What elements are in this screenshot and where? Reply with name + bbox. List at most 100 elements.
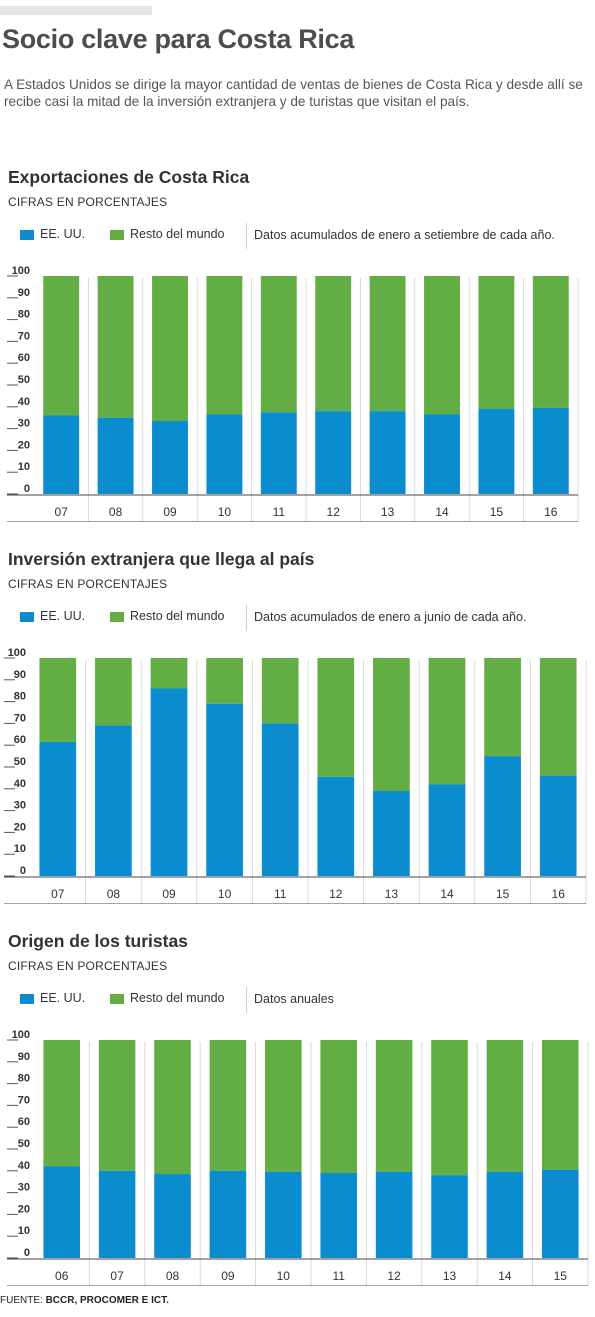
y-tick-label: 70 <box>14 712 26 724</box>
y-tick-label: 10 <box>18 461 30 473</box>
legend-swatch-usa <box>20 611 34 622</box>
bar-rest-14 <box>486 1040 524 1172</box>
y-tick-label: 60 <box>18 352 30 364</box>
bar-usa-08 <box>154 1174 191 1258</box>
legend-item-rest: Resto del mundo <box>110 991 225 1005</box>
bar-rest-16 <box>539 658 577 776</box>
section-inversion: Inversión extranjera que llega al país C… <box>0 549 595 639</box>
legend-swatch-usa <box>20 993 34 1004</box>
bar-usa-10 <box>265 1171 302 1258</box>
section-subtitle: CIFRAS EN PORCENTAJES <box>8 577 168 591</box>
bar-rest-12 <box>375 1040 413 1172</box>
x-tick-label: 06 <box>55 1269 69 1283</box>
bar-usa-14 <box>486 1171 524 1258</box>
y-tick-label: 30 <box>14 800 26 812</box>
bar-usa-13 <box>373 790 410 876</box>
legend-item-usa: EE. UU. <box>20 991 85 1005</box>
section-turistas: Origen de los turistas CIFRAS EN PORCENT… <box>0 931 595 1021</box>
bar-usa-11 <box>320 1172 357 1258</box>
bar-rest-06 <box>43 1040 80 1167</box>
bar-rest-07 <box>43 276 80 416</box>
bar-usa-08 <box>97 417 134 494</box>
legend-swatch-rest <box>110 611 124 622</box>
bar-rest-10 <box>206 658 243 704</box>
y-tick-label: 90 <box>14 669 26 681</box>
y-tick-label: 30 <box>18 1182 30 1194</box>
legend-label-usa: EE. UU. <box>40 991 86 1005</box>
intro-text: A Estados Unidos se dirige la mayor cant… <box>4 77 583 109</box>
y-tick-label: 60 <box>18 1116 30 1128</box>
y-tick-label: 100 <box>8 647 26 659</box>
source-note: FUENTE: BCCR, PROCOMER E ICT. <box>0 1295 169 1306</box>
top-decor-bar <box>0 6 152 15</box>
y-tick-label: 50 <box>18 374 30 386</box>
bar-usa-13 <box>431 1175 468 1258</box>
bar-usa-13 <box>369 411 406 494</box>
bar-usa-12 <box>317 776 355 876</box>
bar-usa-09 <box>150 688 188 876</box>
bar-usa-16 <box>539 775 577 876</box>
section-subtitle: CIFRAS EN PORCENTAJES <box>8 195 168 209</box>
x-tick-label: 16 <box>544 505 558 519</box>
y-tick-label: 90 <box>18 287 30 299</box>
bar-rest-07 <box>98 1040 136 1171</box>
bar-usa-11 <box>260 412 297 494</box>
chart-inversion: 0 10 20 30 40 50 60 70 80 90 100 07 08 09 10 11 12 13 14 15… <box>4 647 587 904</box>
bar-usa-09 <box>152 420 188 494</box>
y-tick-label: 0 <box>24 1247 30 1259</box>
bar-rest-09 <box>152 276 188 421</box>
x-tick-label: 11 <box>273 505 286 519</box>
section-subtitle: CIFRAS EN PORCENTAJES <box>8 959 168 973</box>
x-tick-label: 15 <box>554 1269 568 1283</box>
bar-rest-13 <box>431 1040 468 1176</box>
x-tick-label: 07 <box>51 887 65 901</box>
legend-note: Datos acumulados de enero a junio de cad… <box>254 610 527 624</box>
bar-usa-07 <box>39 741 77 876</box>
legend-item-usa: EE. UU. <box>20 227 85 241</box>
bar-usa-14 <box>428 784 466 876</box>
x-tick-label: 11 <box>274 887 287 901</box>
bar-usa-06 <box>43 1166 80 1258</box>
x-tick-label: 09 <box>163 505 177 519</box>
y-tick-label: 80 <box>18 1073 30 1085</box>
x-tick-label: 07 <box>55 505 69 519</box>
y-tick-label: 50 <box>14 756 26 768</box>
y-tick-label: 0 <box>20 865 26 877</box>
bar-rest-11 <box>320 1040 357 1173</box>
y-tick-label: 30 <box>18 418 30 430</box>
chart-turistas: 0 10 20 30 40 50 60 70 80 90 100 06 07 08 09 10 11 12 13 14… <box>7 1029 589 1286</box>
x-tick-label: 08 <box>107 887 121 901</box>
bar-usa-07 <box>43 415 80 494</box>
legend-label-usa: EE. UU. <box>40 227 86 241</box>
bar-rest-08 <box>154 1040 191 1175</box>
x-tick-label: 13 <box>381 505 395 519</box>
bar-rest-12 <box>317 658 355 777</box>
source-text: BCCR, PROCOMER E ICT. <box>45 1295 169 1306</box>
bar-usa-10 <box>206 703 243 876</box>
x-tick-label: 12 <box>387 1269 401 1283</box>
bar-rest-08 <box>95 658 132 726</box>
legend-separator <box>246 987 247 1013</box>
legend-item-usa: EE. UU. <box>20 609 85 623</box>
legend-label-rest: Resto del mundo <box>130 227 225 241</box>
legend-swatch-rest <box>110 229 124 240</box>
y-tick-label: 40 <box>18 1160 30 1172</box>
y-tick-label: 20 <box>18 439 30 451</box>
bar-rest-16 <box>532 276 569 408</box>
x-tick-label: 09 <box>221 1269 235 1283</box>
bar-usa-08 <box>95 725 132 876</box>
x-tick-label: 13 <box>443 1269 457 1283</box>
section-exportaciones: Exportaciones de Costa Rica CIFRAS EN PO… <box>0 167 595 257</box>
bar-rest-10 <box>265 1040 302 1172</box>
x-tick-label: 11 <box>332 1269 345 1283</box>
bar-rest-10 <box>206 276 243 415</box>
section-title: Inversión extranjera que llega al país <box>8 549 315 569</box>
x-tick-label: 15 <box>496 887 510 901</box>
bar-usa-14 <box>424 414 460 494</box>
legend-swatch-rest <box>110 993 124 1004</box>
y-tick-label: 70 <box>18 330 30 342</box>
bar-rest-13 <box>369 276 406 412</box>
bar-rest-07 <box>39 658 77 742</box>
legend-separator <box>246 605 247 631</box>
bar-rest-11 <box>261 658 299 724</box>
